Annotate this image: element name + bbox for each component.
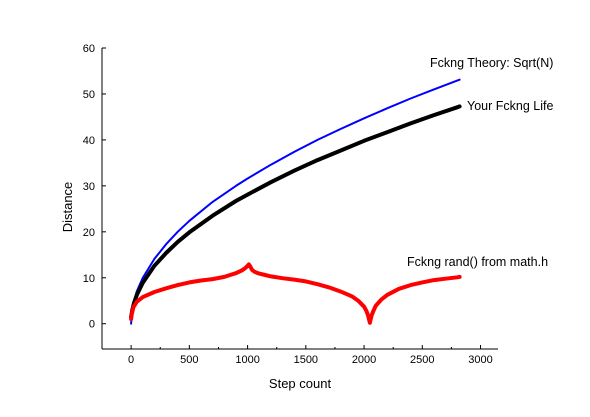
x-axis-title: Step count — [269, 376, 332, 391]
y-tick-label: 60 — [83, 43, 95, 55]
annotation-rand: Fckng rand() from math.h — [407, 255, 548, 269]
y-tick-label: 30 — [83, 181, 95, 193]
x-tick-label: 0 — [128, 354, 134, 366]
x-tick-label: 2000 — [352, 354, 376, 366]
annotation-theory: Fckng Theory: Sqrt(N) — [430, 56, 553, 70]
x-tick-label: 1000 — [235, 354, 259, 366]
y-axis-title: Distance — [60, 182, 75, 233]
y-tick-label: 10 — [83, 273, 95, 285]
y-tick-label: 0 — [89, 319, 95, 331]
y-ticks: 0 10 20 30 40 50 60 — [83, 43, 106, 331]
x-tick-label: 1500 — [294, 354, 318, 366]
x-tick-label: 2500 — [410, 354, 434, 366]
series-line-life — [129, 104, 462, 319]
y-tick-label: 20 — [83, 227, 95, 239]
annotation-life: Your Fckng Life — [467, 99, 553, 113]
y-tick-label: 50 — [83, 89, 95, 101]
x-tick-label: 3000 — [468, 354, 492, 366]
series-line-rand — [129, 262, 462, 325]
y-tick-label: 40 — [83, 135, 95, 147]
x-ticks: 0 500 1000 1500 2000 2500 3000 — [128, 345, 493, 366]
x-tick-label: 500 — [180, 354, 198, 366]
axes — [101, 48, 498, 350]
series-layer — [129, 78, 462, 325]
